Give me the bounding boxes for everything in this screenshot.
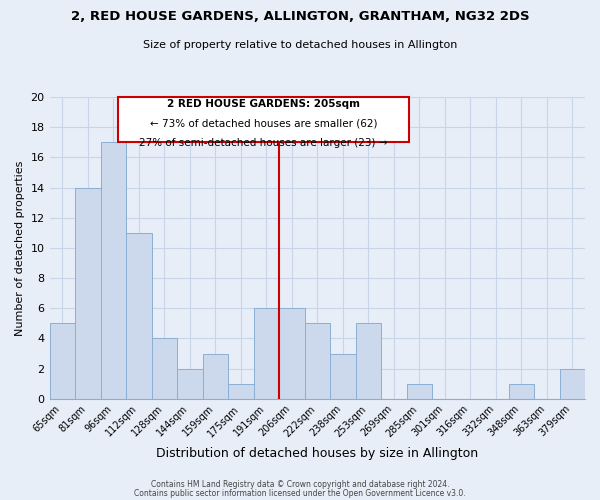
Text: Size of property relative to detached houses in Allington: Size of property relative to detached ho… bbox=[143, 40, 457, 50]
Bar bbox=[152, 338, 177, 399]
Bar bbox=[177, 368, 203, 399]
Bar bbox=[228, 384, 254, 399]
Bar bbox=[75, 188, 101, 399]
Text: 27% of semi-detached houses are larger (23) →: 27% of semi-detached houses are larger (… bbox=[139, 138, 388, 147]
FancyBboxPatch shape bbox=[118, 97, 409, 142]
Y-axis label: Number of detached properties: Number of detached properties bbox=[15, 160, 25, 336]
Bar bbox=[126, 233, 152, 399]
Bar bbox=[101, 142, 126, 399]
Bar bbox=[407, 384, 432, 399]
Bar bbox=[254, 308, 279, 399]
Bar bbox=[356, 324, 381, 399]
X-axis label: Distribution of detached houses by size in Allington: Distribution of detached houses by size … bbox=[156, 447, 478, 460]
Text: 2, RED HOUSE GARDENS, ALLINGTON, GRANTHAM, NG32 2DS: 2, RED HOUSE GARDENS, ALLINGTON, GRANTHA… bbox=[71, 10, 529, 23]
Text: ← 73% of detached houses are smaller (62): ← 73% of detached houses are smaller (62… bbox=[150, 118, 377, 128]
Bar bbox=[50, 324, 75, 399]
Bar bbox=[279, 308, 305, 399]
Bar bbox=[560, 368, 585, 399]
Text: 2 RED HOUSE GARDENS: 205sqm: 2 RED HOUSE GARDENS: 205sqm bbox=[167, 98, 360, 108]
Bar bbox=[509, 384, 534, 399]
Bar bbox=[203, 354, 228, 399]
Text: Contains public sector information licensed under the Open Government Licence v3: Contains public sector information licen… bbox=[134, 488, 466, 498]
Bar bbox=[330, 354, 356, 399]
Text: Contains HM Land Registry data © Crown copyright and database right 2024.: Contains HM Land Registry data © Crown c… bbox=[151, 480, 449, 489]
Bar bbox=[305, 324, 330, 399]
